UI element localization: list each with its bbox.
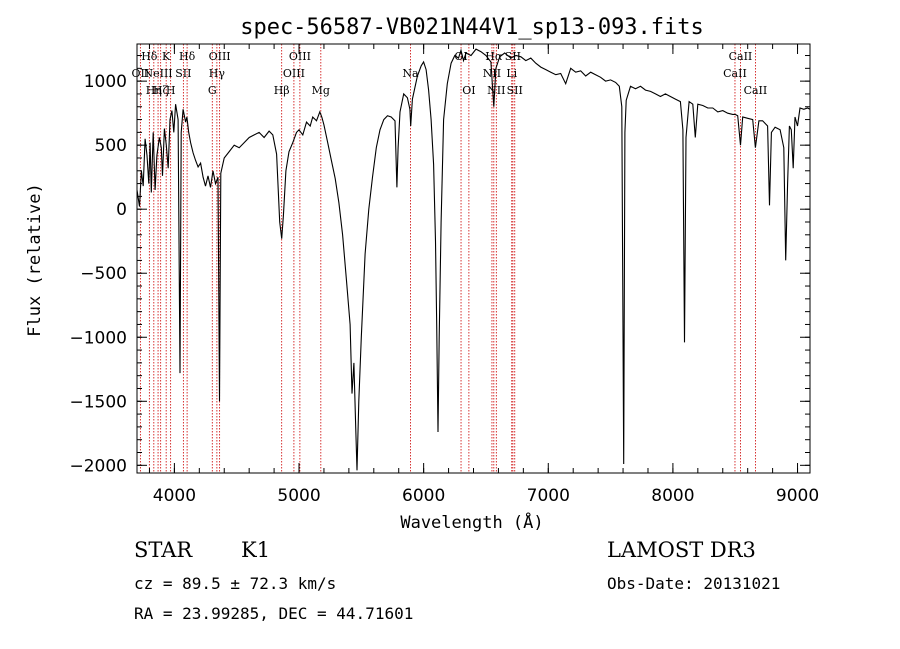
- emission-line-labels: OII Hδ Hη NeIII Hζ K H SII Hδ G Hγ OIII Hβ OIII OIII Mg…: [132, 50, 768, 97]
- x-tick-label: 8000: [651, 486, 694, 506]
- x-tick-label: 6000: [402, 486, 445, 506]
- x-tick-label: 7000: [527, 486, 570, 506]
- object-subclass: K1: [241, 538, 271, 562]
- y-tick-label: −1000: [69, 328, 127, 348]
- y-tick-label: 1000: [84, 72, 127, 92]
- chart-title: spec-56587-VB021N44V1_sp13-093.fits: [240, 15, 704, 40]
- line-marker-label: OI: [462, 84, 475, 97]
- y-tick-label: −1500: [69, 392, 127, 412]
- line-marker-label: Hζ: [153, 84, 169, 97]
- y-tick-label: −2000: [69, 456, 127, 476]
- spectrum-line: [136, 48, 811, 471]
- emission-line-markers: [139, 44, 756, 473]
- line-marker-label: Hδ: [179, 50, 196, 63]
- x-tick-label: 5000: [277, 486, 320, 506]
- line-marker-label: OIII: [283, 67, 305, 80]
- x-axis-ticks: 4000 5000 6000 7000 8000 9000: [148, 44, 819, 506]
- line-marker-label: Hδ: [141, 50, 158, 63]
- line-marker-label: OII: [132, 67, 150, 80]
- line-marker-label: Hη: [146, 84, 162, 97]
- line-marker-label: CaII: [744, 84, 768, 97]
- line-marker-label: Mg: [312, 84, 330, 97]
- line-marker-label: K: [162, 50, 171, 63]
- coordinates: RA = 23.99285, DEC = 44.71601: [134, 604, 414, 623]
- line-marker-label: OI: [454, 50, 467, 63]
- line-marker-label: OIII: [289, 50, 311, 63]
- y-axis-ticks: −2000 −1500 −1000 −500 0 500 1000: [69, 55, 810, 476]
- line-marker-label: OIII: [209, 50, 231, 63]
- redshift-velocity: cz = 89.5 ± 72.3 km/s: [134, 574, 337, 593]
- x-axis-label: Wavelength (Å): [400, 511, 543, 533]
- x-tick-label: 4000: [153, 486, 196, 506]
- line-marker-label: H: [166, 84, 176, 97]
- object-class: STAR: [134, 538, 193, 562]
- y-axis-label: Flux (relative): [25, 183, 45, 337]
- y-tick-label: 500: [95, 136, 127, 156]
- survey-name: LAMOST DR3: [607, 538, 756, 562]
- line-marker-label: CaII: [729, 50, 753, 63]
- line-marker-label: SII: [175, 67, 191, 80]
- y-tick-label: 0: [116, 200, 127, 220]
- line-marker-label: G: [208, 84, 217, 97]
- x-tick-label: 9000: [776, 486, 819, 506]
- y-tick-label: −500: [80, 264, 127, 284]
- line-marker-label: Na: [402, 67, 419, 80]
- line-marker-label: CaII: [723, 67, 747, 80]
- line-marker-label: SII: [507, 84, 523, 97]
- line-marker-label: Hγ: [209, 67, 226, 80]
- line-marker-label: NeIII: [143, 67, 172, 80]
- line-marker-label: Hβ: [274, 84, 290, 97]
- line-marker-label: NII: [487, 84, 505, 97]
- line-marker-label: Li: [506, 67, 517, 80]
- observation-date: Obs-Date: 20131021: [607, 574, 781, 593]
